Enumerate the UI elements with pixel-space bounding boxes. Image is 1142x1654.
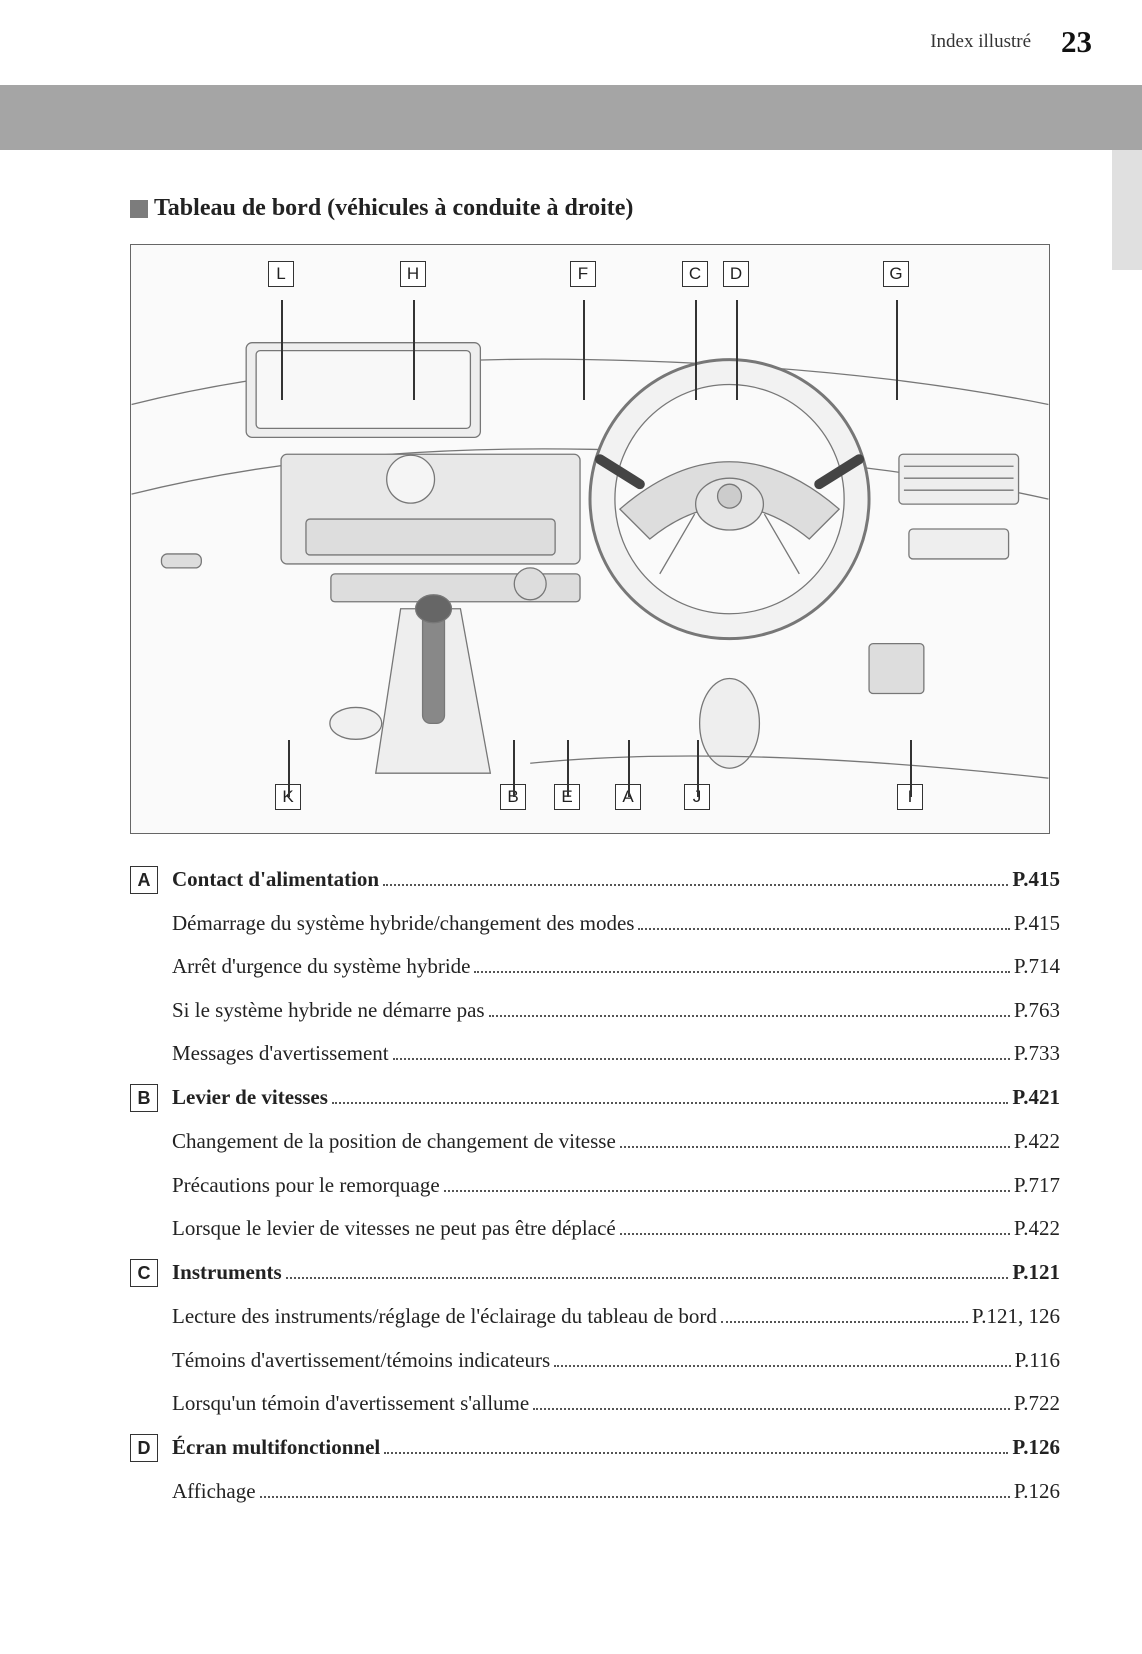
- callout-line: [513, 740, 515, 797]
- callout-line: [288, 740, 290, 797]
- toc-page-ref: P.116: [1015, 1346, 1060, 1374]
- toc-page-ref: P.733: [1014, 1039, 1060, 1067]
- toc-row: D Écran multifonctionnel P.126: [130, 1432, 1060, 1462]
- toc-label: Messages d'avertissement: [172, 1039, 389, 1067]
- page-header: Index illustré 23: [0, 22, 1142, 62]
- callout-line: [583, 300, 585, 400]
- callout-C: C: [682, 261, 708, 287]
- toc-page-ref: P.126: [1012, 1433, 1060, 1461]
- callout-line: [281, 300, 283, 400]
- toc-row: Lecture des instruments/réglage de l'écl…: [130, 1302, 1060, 1330]
- toc-row: Arrêt d'urgence du système hybride P.714: [130, 952, 1060, 980]
- toc-row: Démarrage du système hybride/changement …: [130, 909, 1060, 937]
- toc-row: A Contact d'alimentation P.415: [130, 864, 1060, 894]
- callout-line: [567, 740, 569, 797]
- toc-label: Lorsque le levier de vitesses ne peut pa…: [172, 1214, 616, 1242]
- toc-leader-dots: [620, 1233, 1010, 1235]
- toc-page-ref: P.722: [1014, 1389, 1060, 1417]
- toc-row: Lorsque le levier de vitesses ne peut pa…: [130, 1214, 1060, 1242]
- toc-leader-dots: [638, 928, 1009, 930]
- toc-label: Lecture des instruments/réglage de l'écl…: [172, 1302, 717, 1330]
- toc-row: B Levier de vitesses P.421: [130, 1082, 1060, 1112]
- toc-leader-dots: [721, 1321, 968, 1323]
- toc-row: Témoins d'avertissement/témoins indicate…: [130, 1346, 1060, 1374]
- toc-label: Instruments: [172, 1258, 282, 1286]
- toc-leader-dots: [489, 1015, 1010, 1017]
- toc-row: Changement de la position de changement …: [130, 1127, 1060, 1155]
- toc-leader-dots: [533, 1408, 1010, 1410]
- header-gray-band: [0, 85, 1142, 150]
- toc-leader-dots: [444, 1190, 1010, 1192]
- toc-row: Précautions pour le remorquage P.717: [130, 1171, 1060, 1199]
- toc-page-ref: P.717: [1014, 1171, 1060, 1199]
- toc-row: Lorsqu'un témoin d'avertissement s'allum…: [130, 1389, 1060, 1417]
- toc-label: Arrêt d'urgence du système hybride: [172, 952, 470, 980]
- toc-label: Contact d'alimentation: [172, 865, 379, 893]
- toc-leader-dots: [332, 1102, 1008, 1104]
- toc-page-ref: P.421: [1012, 1083, 1060, 1111]
- toc-page-ref: P.121: [1012, 1258, 1060, 1286]
- page-content: Tableau de bord (véhicules à conduite à …: [130, 195, 1060, 1521]
- toc-row: Si le système hybride ne démarre pas P.7…: [130, 996, 1060, 1024]
- toc-label: Lorsqu'un témoin d'avertissement s'allum…: [172, 1389, 529, 1417]
- toc-label: Levier de vitesses: [172, 1083, 328, 1111]
- section-title: Tableau de bord (véhicules à conduite à …: [130, 195, 1060, 222]
- toc-page-ref: P.422: [1014, 1214, 1060, 1242]
- toc-label: Témoins d'avertissement/témoins indicate…: [172, 1346, 550, 1374]
- callout-H: H: [400, 261, 426, 287]
- toc-row: Messages d'avertissement P.733: [130, 1039, 1060, 1067]
- toc-label: Écran multifonctionnel: [172, 1433, 380, 1461]
- toc-letter-B: B: [130, 1084, 158, 1112]
- bullet-icon: [130, 200, 148, 218]
- toc-page-ref: P.763: [1014, 996, 1060, 1024]
- callout-F: F: [570, 261, 596, 287]
- toc-page-ref: P.422: [1014, 1127, 1060, 1155]
- toc-letter-C: C: [130, 1259, 158, 1287]
- toc-leader-dots: [554, 1365, 1010, 1367]
- diagram-frame: LHFCDGKBEAJI: [130, 244, 1050, 834]
- toc-page-ref: P.126: [1014, 1477, 1060, 1505]
- section-title-text: Tableau de bord (véhicules à conduite à …: [154, 195, 633, 222]
- toc-row: Affichage P.126: [130, 1477, 1060, 1505]
- toc-leader-dots: [474, 971, 1009, 973]
- toc-leader-dots: [384, 1452, 1008, 1454]
- header-section-label: Index illustré: [930, 31, 1031, 53]
- toc-label: Si le système hybride ne démarre pas: [172, 996, 485, 1024]
- toc-page-ref: P.714: [1014, 952, 1060, 980]
- toc-label: Précautions pour le remorquage: [172, 1171, 440, 1199]
- toc-page-ref: P.415: [1014, 909, 1060, 937]
- toc-leader-dots: [260, 1496, 1010, 1498]
- callout-line: [736, 300, 738, 400]
- callout-D: D: [723, 261, 749, 287]
- side-tab: [1112, 150, 1142, 270]
- callout-G: G: [883, 261, 909, 287]
- callout-line: [896, 300, 898, 400]
- toc-letter-D: D: [130, 1434, 158, 1462]
- page-number: 23: [1061, 24, 1092, 60]
- callout-line: [628, 740, 630, 797]
- toc-letter-A: A: [130, 866, 158, 894]
- callout-L: L: [268, 261, 294, 287]
- toc-leader-dots: [620, 1146, 1010, 1148]
- callout-line: [910, 740, 912, 797]
- table-of-contents: A Contact d'alimentation P.415 Démarrage d…: [130, 864, 1060, 1506]
- toc-leader-dots: [383, 884, 1008, 886]
- callout-line: [695, 300, 697, 400]
- callout-line: [413, 300, 415, 400]
- toc-label: Affichage: [172, 1477, 256, 1505]
- toc-page-ref: P.121, 126: [972, 1302, 1060, 1330]
- toc-leader-dots: [393, 1058, 1010, 1060]
- toc-page-ref: P.415: [1012, 865, 1060, 893]
- toc-label: Changement de la position de changement …: [172, 1127, 616, 1155]
- toc-label: Démarrage du système hybride/changement …: [172, 909, 634, 937]
- toc-row: C Instruments P.121: [130, 1257, 1060, 1287]
- toc-leader-dots: [286, 1277, 1009, 1279]
- callout-line: [697, 740, 699, 797]
